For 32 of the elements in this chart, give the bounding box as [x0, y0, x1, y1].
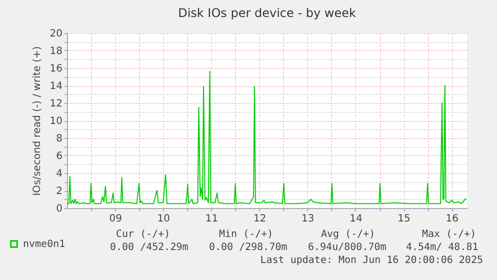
text: Cur (-/+): [116, 229, 170, 240]
x-tick-label: 13: [302, 214, 314, 224]
y-tick-label: 4: [56, 168, 62, 180]
text: Min (-/+): [219, 229, 274, 240]
line-series: [66, 71, 467, 204]
text: 4.54m/ 48.81: [406, 242, 478, 253]
text: 0.00 /298.70m: [209, 242, 288, 253]
y-tick-label: 0: [56, 204, 62, 214]
chart-title: Disk IOs per device - by week: [178, 6, 356, 20]
y-tick-label: 18: [50, 46, 62, 57]
y-tick-label: 20: [50, 28, 62, 40]
y-tick-label: 6: [56, 151, 62, 162]
y-tick-label: 8: [56, 134, 62, 144]
x-tick-label: 11: [205, 214, 218, 224]
legend-label: nvme0n1: [23, 239, 66, 250]
y-tick-label: 14: [50, 81, 62, 92]
x-tick-label: 09: [109, 214, 122, 224]
text: 6.94u/800.70m: [308, 242, 386, 253]
y-axis-title: IOs/second read (-) / write (+): [32, 46, 43, 196]
text: Last update: Mon Jun 16 20:00:06 2025: [260, 255, 483, 266]
y-tick-label: 10: [50, 116, 62, 127]
x-tick-label: 16: [446, 214, 458, 224]
text: Max (-/+): [422, 229, 476, 240]
x-tick-label: 12: [253, 214, 266, 224]
text: 0.00 /452.29m: [110, 242, 188, 253]
y-tick-label: 12: [50, 98, 62, 110]
x-tick-label: 15: [398, 214, 410, 224]
y-tick-label: 16: [50, 64, 62, 74]
x-tick-label: 14: [350, 214, 362, 224]
text: Avg (-/+): [321, 229, 376, 240]
y-tick-label: 2: [56, 186, 62, 197]
x-tick-label: 10: [157, 214, 170, 224]
